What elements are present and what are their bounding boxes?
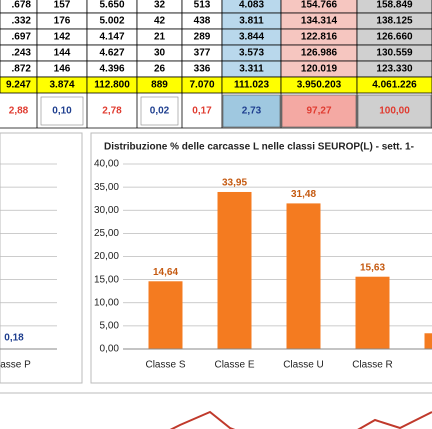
y-tick-label: 20,00 — [94, 251, 119, 262]
cell: 130.559 — [376, 48, 413, 59]
percent-cell: 2,73 — [242, 106, 262, 117]
y-tick-label: 5,00 — [100, 321, 120, 332]
cell: 120.019 — [301, 64, 338, 75]
total-cell: 889 — [151, 80, 168, 91]
cell: 176 — [54, 16, 71, 27]
cell-bg — [356, 76, 432, 94]
cell: .678 — [12, 0, 32, 11]
cell: 142 — [54, 32, 71, 43]
line-fragment — [357, 411, 432, 429]
data-label: 0,18 — [4, 333, 24, 344]
total-cell: 4.061.226 — [372, 80, 417, 91]
total-cell: 7.070 — [189, 80, 214, 91]
cell-bg — [281, 94, 357, 128]
cell-bg — [222, 94, 281, 128]
cell: 336 — [194, 64, 211, 75]
total-cell: 111.023 — [234, 80, 269, 91]
cell: 157 — [54, 0, 71, 11]
cell: 4.627 — [99, 48, 124, 59]
percent-cell: 2,78 — [102, 106, 122, 117]
data-label: 33,95 — [222, 178, 247, 189]
cell: 158.849 — [376, 0, 413, 11]
cell: 4.083 — [239, 0, 264, 11]
y-tick-label: 35,00 — [94, 182, 119, 193]
cell: 5.002 — [99, 16, 124, 27]
y-tick-label: 40,00 — [94, 159, 119, 170]
y-tick-label: 30,00 — [94, 205, 119, 216]
cell: 377 — [194, 48, 211, 59]
y-tick-label: 15,00 — [94, 274, 119, 285]
bar — [355, 276, 390, 349]
cell: 146 — [54, 64, 71, 75]
cell: 3.573 — [239, 48, 264, 59]
y-tick-label: 0,00 — [100, 344, 120, 355]
cell: 21 — [154, 32, 166, 43]
percent-cell: 97,27 — [306, 106, 331, 117]
chart-title: Distribuzione % delle carcasse L nelle c… — [104, 142, 414, 153]
cell: 438 — [194, 16, 211, 27]
data-label: 14,64 — [153, 267, 178, 278]
cell: 513 — [194, 0, 211, 11]
left-chart-panel — [0, 132, 83, 384]
percent-cell: 0,17 — [192, 106, 212, 117]
cell: .697 — [12, 32, 32, 43]
cell-box — [40, 96, 84, 126]
cell: 3.844 — [239, 32, 264, 43]
x-tick-label: lasse P — [0, 360, 31, 371]
cell: 289 — [194, 32, 211, 43]
total-cell: 112.800 — [94, 80, 130, 91]
x-tick-label: Classe S — [145, 360, 185, 371]
cell: 32 — [154, 0, 166, 11]
cell: .243 — [12, 48, 32, 59]
cell: 122.816 — [301, 32, 338, 43]
cell: 144 — [54, 48, 71, 59]
data-label: 15,63 — [360, 262, 385, 273]
y-tick-label: 25,00 — [94, 228, 119, 239]
cell: 3.311 — [239, 64, 264, 75]
percent-cell: 0,02 — [150, 106, 170, 117]
bar — [286, 203, 321, 349]
line-fragment — [169, 410, 236, 429]
cell: 4.396 — [99, 64, 124, 75]
percent-cell: 0,10 — [52, 106, 72, 117]
cell: 138.125 — [376, 16, 413, 27]
x-tick-label: Classe R — [352, 360, 393, 371]
data-label: 31,48 — [291, 189, 316, 200]
cell: 134.314 — [301, 16, 338, 27]
cell: .332 — [12, 16, 32, 27]
percent-cell: 100,00 — [379, 106, 410, 117]
cell: 30 — [154, 48, 166, 59]
bottom-chart-panel — [0, 392, 432, 429]
cell: 4.147 — [99, 32, 124, 43]
x-tick-label: Classe U — [283, 360, 324, 371]
total-cell: 3.950.203 — [297, 80, 342, 91]
bar — [217, 191, 252, 349]
cell: 42 — [154, 16, 166, 27]
cell: 126.660 — [376, 32, 413, 43]
bar — [424, 333, 432, 349]
bar — [148, 281, 183, 349]
cell: 5.650 — [99, 0, 124, 11]
cell: .872 — [12, 64, 32, 75]
x-tick-label: Classe E — [214, 360, 254, 371]
percent-cell: 2,88 — [9, 106, 29, 117]
cell: 154.766 — [301, 0, 338, 11]
cell: 26 — [154, 64, 166, 75]
cell-box — [140, 96, 179, 126]
total-cell: 9.247 — [6, 80, 31, 91]
cell-bg — [357, 94, 432, 128]
total-cell: 3.874 — [49, 80, 74, 91]
cell: 123.330 — [376, 64, 413, 75]
cell: 126.986 — [301, 48, 338, 59]
cell: 3.811 — [239, 16, 264, 27]
y-tick-label: 10,00 — [94, 297, 119, 308]
